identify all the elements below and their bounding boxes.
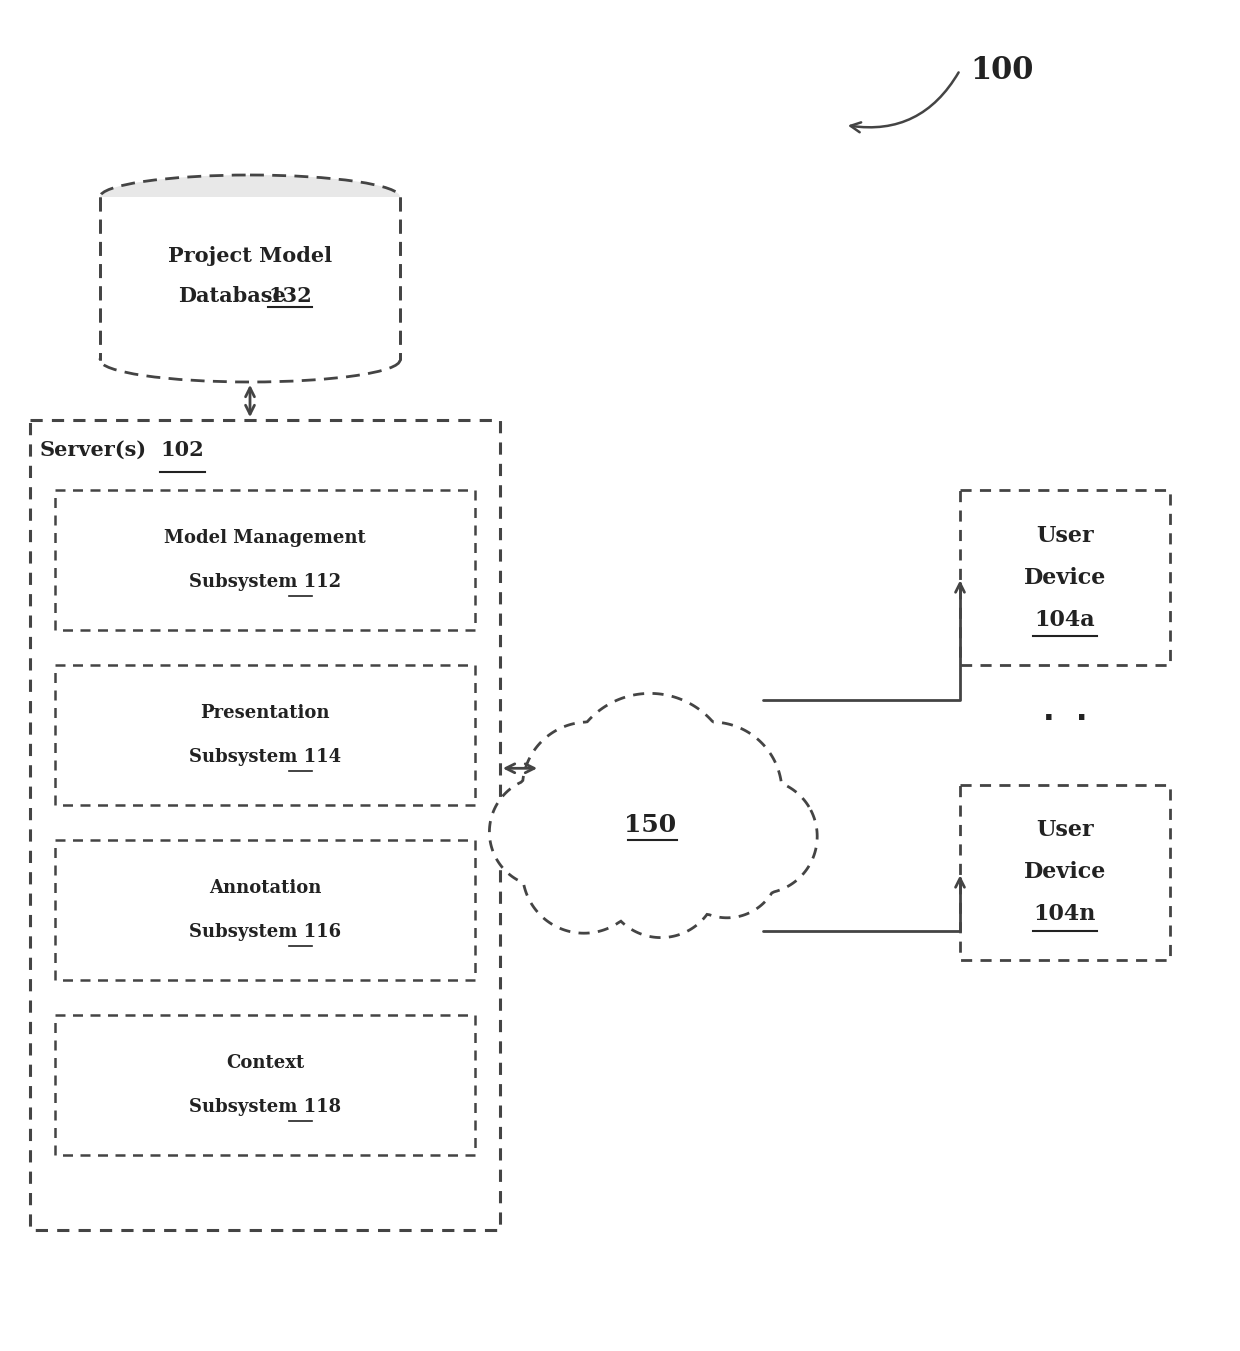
Bar bbox=[100, 197, 401, 359]
Bar bbox=[55, 490, 475, 630]
Text: 102: 102 bbox=[160, 440, 203, 459]
Text: 150: 150 bbox=[624, 813, 676, 838]
Text: 104n: 104n bbox=[1034, 904, 1096, 925]
Text: Database: Database bbox=[179, 286, 286, 307]
Text: Subsystem 114: Subsystem 114 bbox=[188, 748, 341, 766]
Text: ·  ·: · · bbox=[1043, 705, 1087, 735]
Text: Device: Device bbox=[1024, 566, 1106, 589]
Text: Context: Context bbox=[226, 1054, 304, 1071]
Text: Model Management: Model Management bbox=[164, 530, 366, 547]
FancyArrowPatch shape bbox=[851, 73, 959, 132]
Bar bbox=[55, 1015, 475, 1155]
Bar bbox=[55, 665, 475, 805]
Text: Subsystem 112: Subsystem 112 bbox=[188, 573, 341, 590]
Bar bbox=[30, 420, 500, 1229]
Text: 104a: 104a bbox=[1034, 608, 1095, 631]
Polygon shape bbox=[490, 693, 817, 938]
Ellipse shape bbox=[100, 176, 401, 219]
Text: User: User bbox=[1037, 820, 1094, 842]
Text: Subsystem 118: Subsystem 118 bbox=[188, 1098, 341, 1116]
Text: Subsystem 116: Subsystem 116 bbox=[188, 923, 341, 942]
Text: Server(s): Server(s) bbox=[40, 440, 148, 459]
Text: Presentation: Presentation bbox=[200, 704, 330, 721]
Text: User: User bbox=[1037, 524, 1094, 547]
Text: 132: 132 bbox=[268, 286, 312, 307]
Text: Annotation: Annotation bbox=[208, 880, 321, 897]
Bar bbox=[960, 785, 1171, 961]
Text: Project Model: Project Model bbox=[167, 246, 332, 266]
Bar bbox=[55, 840, 475, 979]
Text: Device: Device bbox=[1024, 862, 1106, 884]
Text: 100: 100 bbox=[970, 55, 1033, 86]
Bar bbox=[960, 490, 1171, 665]
